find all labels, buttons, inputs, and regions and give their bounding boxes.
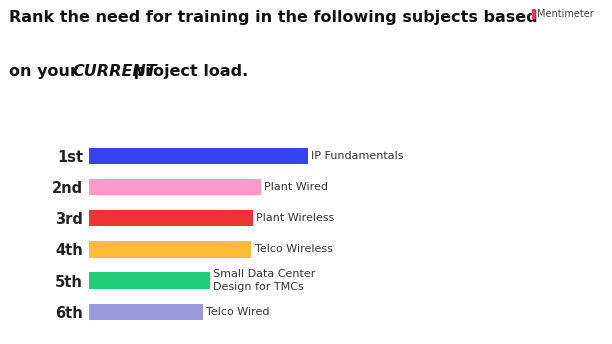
- Text: Plant Wired: Plant Wired: [264, 182, 328, 192]
- Bar: [89, 210, 253, 226]
- Text: Telco Wired: Telco Wired: [206, 307, 270, 316]
- Text: Rank the need for training in the following subjects based: Rank the need for training in the follow…: [9, 10, 538, 25]
- Bar: [89, 241, 252, 258]
- Bar: [89, 303, 203, 320]
- Text: Small Data Center
Design for TMCs: Small Data Center Design for TMCs: [213, 269, 315, 292]
- Text: ▌: ▌: [531, 9, 539, 19]
- Text: on your: on your: [9, 64, 84, 79]
- Text: IP Fundamentals: IP Fundamentals: [311, 151, 403, 161]
- Text: project load.: project load.: [128, 64, 248, 79]
- Bar: [89, 148, 308, 164]
- Bar: [89, 272, 209, 289]
- Text: CURRENT: CURRENT: [72, 64, 157, 79]
- Text: Mentimeter: Mentimeter: [537, 9, 594, 19]
- Text: Plant Wireless: Plant Wireless: [256, 213, 335, 223]
- Bar: [89, 179, 261, 195]
- Text: Telco Wireless: Telco Wireless: [255, 245, 332, 255]
